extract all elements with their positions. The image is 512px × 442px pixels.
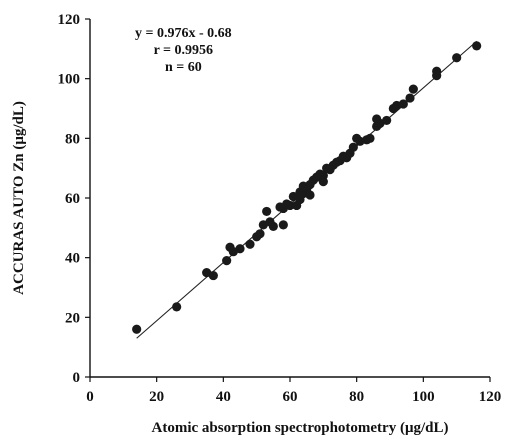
data-point <box>452 53 462 63</box>
y-axis-title: ACCURAS AUTO Zn (μg/dL) <box>11 101 27 295</box>
data-points <box>132 41 482 334</box>
data-point <box>255 229 265 239</box>
data-point <box>365 133 375 143</box>
tick-marks <box>85 18 491 382</box>
x-tick-label: 60 <box>283 389 298 405</box>
x-tick-label: 80 <box>349 389 364 405</box>
y-tick-label: 80 <box>65 131 80 147</box>
data-point <box>132 324 142 334</box>
y-tick-label: 0 <box>73 370 81 386</box>
data-point <box>172 302 182 312</box>
data-point <box>228 247 238 257</box>
sample-size-text: n = 60 <box>165 60 202 75</box>
data-point <box>398 99 408 109</box>
y-tick-label: 40 <box>65 251 80 267</box>
data-point <box>245 239 255 249</box>
correlation-text: r = 0.9956 <box>154 43 213 58</box>
x-axis-title: Atomic absorption spectrophotometry (μg/… <box>152 420 449 436</box>
data-point <box>262 206 272 217</box>
data-point <box>432 66 442 76</box>
y-tick-label: 120 <box>58 12 81 28</box>
y-tick-label: 100 <box>58 72 81 88</box>
x-tick-label: 20 <box>149 389 164 405</box>
data-point <box>305 190 315 200</box>
data-point <box>208 270 218 281</box>
data-point <box>322 163 332 173</box>
x-tick-label: 0 <box>86 389 94 405</box>
data-point <box>382 115 392 126</box>
x-tick-label: 100 <box>412 389 435 405</box>
data-point <box>278 220 288 230</box>
tick-labels: 0 20 40 60 80 100 120 0 20 40 60 80 100 120 <box>58 12 502 405</box>
data-point <box>348 142 358 152</box>
data-point <box>318 171 328 181</box>
equation-text: y = 0.976x - 0.68 <box>135 26 232 41</box>
x-tick-label: 120 <box>479 389 502 405</box>
data-point <box>405 93 415 103</box>
data-point <box>408 84 418 94</box>
data-point <box>265 217 275 227</box>
data-point <box>285 200 295 211</box>
y-tick-label: 20 <box>65 310 80 326</box>
equation-annotation: y = 0.976x - 0.68 r = 0.9956 n = 60 <box>135 26 232 75</box>
data-point <box>222 256 232 266</box>
y-tick-label: 60 <box>65 191 80 207</box>
data-point <box>472 41 482 51</box>
x-tick-label: 40 <box>216 389 231 405</box>
